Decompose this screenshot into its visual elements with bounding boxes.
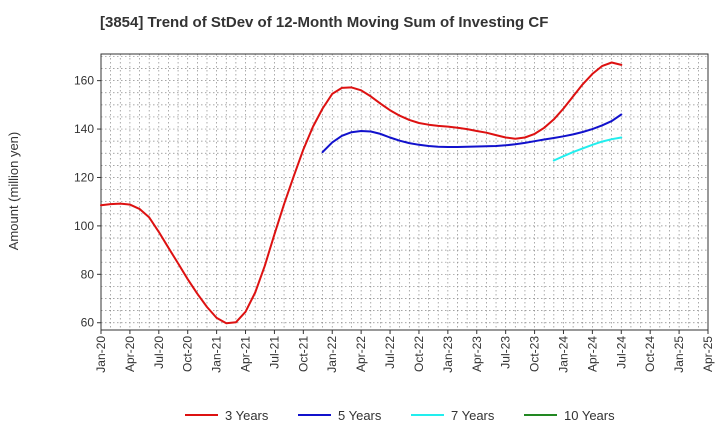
x-axis-ticks: Jan-20 Apr-20 Jul-20 Oct-20 Jan-21 Apr-21 Jul-… bbox=[94, 330, 715, 373]
x-tick-label: Jul-24 bbox=[614, 336, 628, 369]
legend: 3 Years 5 Years 7 Years 10 Years bbox=[185, 408, 615, 423]
series-line-7-years bbox=[552, 136, 623, 162]
x-tick-label: Oct-20 bbox=[181, 336, 195, 372]
x-tick-label: Oct-22 bbox=[412, 336, 426, 372]
x-tick-label: Apr-20 bbox=[123, 336, 137, 372]
x-tick-label: Apr-22 bbox=[354, 336, 368, 372]
x-tick-label: Jan-21 bbox=[210, 336, 224, 373]
x-tick-label: Apr-25 bbox=[701, 336, 715, 372]
legend-label: 10 Years bbox=[564, 408, 615, 423]
x-tick-label: Apr-23 bbox=[470, 336, 484, 372]
series-line-3-years bbox=[100, 61, 623, 325]
x-tick-label: Jan-23 bbox=[441, 336, 455, 373]
x-tick-label: Jan-20 bbox=[94, 336, 108, 373]
x-tick-label: Jul-21 bbox=[267, 336, 281, 369]
x-tick-label: Apr-21 bbox=[239, 336, 253, 372]
x-tick-label: Oct-21 bbox=[296, 336, 310, 372]
x-tick-label: Jul-23 bbox=[499, 336, 513, 369]
y-axis-ticks: 60 80 100 120 140 160 bbox=[74, 74, 101, 330]
legend-label: 5 Years bbox=[338, 408, 382, 423]
x-tick-label: Jan-25 bbox=[672, 336, 686, 373]
y-tick-label: 100 bbox=[74, 219, 94, 233]
y-tick-label: 140 bbox=[74, 122, 94, 136]
legend-label: 3 Years bbox=[225, 408, 269, 423]
x-tick-label: Jan-22 bbox=[325, 336, 339, 373]
gridlines bbox=[101, 54, 708, 330]
x-tick-label: Apr-24 bbox=[585, 336, 599, 372]
x-tick-label: Oct-23 bbox=[528, 336, 542, 372]
y-tick-label: 60 bbox=[81, 316, 95, 330]
legend-label: 7 Years bbox=[451, 408, 495, 423]
series-line-5-years bbox=[321, 113, 623, 154]
x-tick-label: Jul-20 bbox=[152, 336, 166, 369]
x-tick-label: Oct-24 bbox=[643, 336, 657, 372]
x-tick-label: Jul-22 bbox=[383, 336, 397, 369]
y-tick-label: 160 bbox=[74, 74, 94, 88]
y-tick-label: 120 bbox=[74, 170, 94, 184]
series-lines bbox=[100, 61, 623, 325]
chart-title: [3854] Trend of StDev of 12-Month Moving… bbox=[100, 14, 548, 31]
y-tick-label: 80 bbox=[81, 267, 95, 281]
x-tick-label: Jan-24 bbox=[556, 336, 570, 373]
plot-area bbox=[100, 53, 709, 331]
y-axis-label: Amount (million yen) bbox=[6, 132, 21, 251]
